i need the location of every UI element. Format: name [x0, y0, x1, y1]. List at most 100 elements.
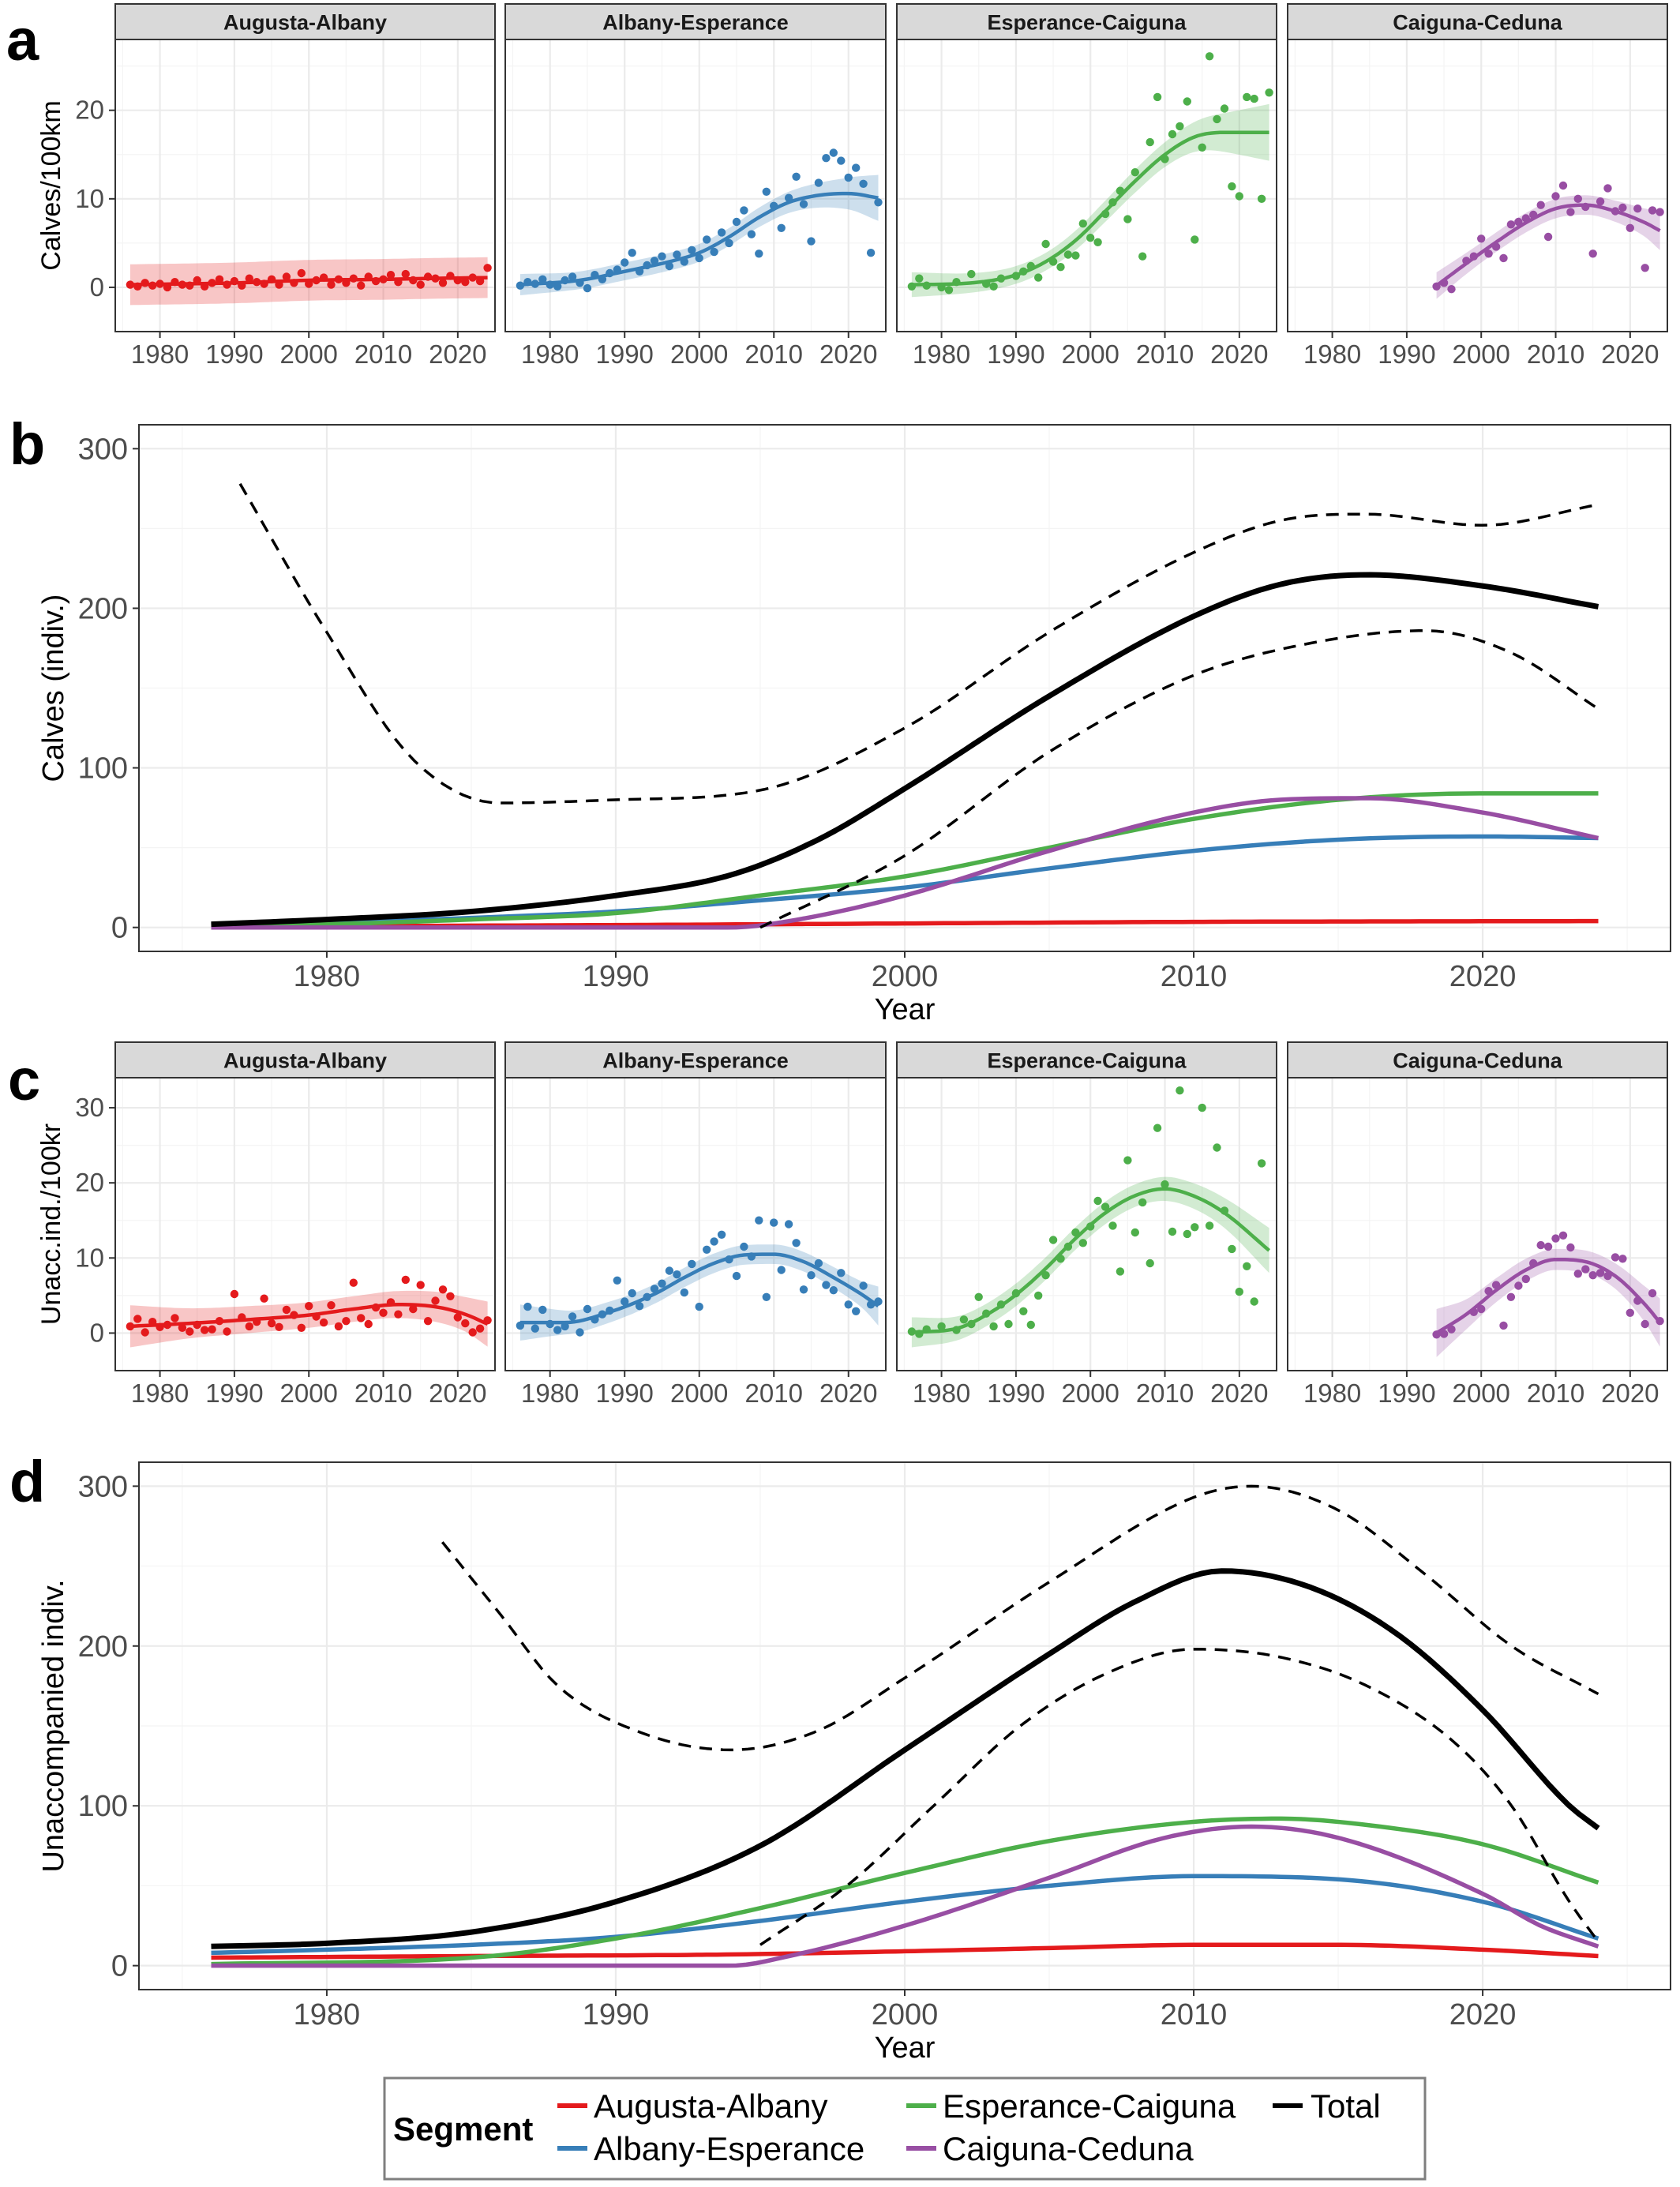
panel-a-facet-albany-esperance-point-2023	[866, 249, 876, 257]
panel-c-facet-caiguna-ceduna-strip-label: Caiguna-Ceduna	[1393, 1049, 1562, 1073]
panel-c-facet-albany-esperance-point-1994	[650, 1285, 659, 1293]
panel-a-facet-augusta-albany-strip-label: Augusta-Albany	[223, 11, 387, 35]
panel-c-facet-augusta-albany-point-2013	[401, 1275, 410, 1285]
panel-c-facet-augusta-albany-point-1997	[282, 1305, 291, 1315]
panel-a-facet-caiguna-ceduna-point-2008	[1536, 201, 1545, 209]
panel-d-line-total	[211, 1568, 1600, 1949]
panel-a-facet-albany-esperance-point-2022	[859, 179, 868, 188]
legend-label-augusta-albany: Augusta-Albany	[594, 2088, 828, 2125]
panel-d-x-tick-label-1980: 1980	[294, 1998, 361, 2031]
panel-c-facet-caiguna-ceduna-point-2023	[1648, 1289, 1657, 1298]
panel-a-facet-caiguna-ceduna-x-tick-label-2010: 2010	[1527, 339, 1584, 369]
panel-c-facet-albany-esperance-point-2002	[710, 1237, 718, 1246]
panel-c-facet-albany-esperance-point-1996	[665, 1266, 674, 1275]
panel-a-facet-albany-esperance-point-2000	[695, 253, 703, 263]
panel-c-facet-caiguna-ceduna-point-2014	[1581, 1265, 1590, 1274]
panel-c-facet-caiguna-ceduna-x-tick-label-1980: 1980	[1303, 1379, 1361, 1408]
panel-c-facet-augusta-albany: Augusta-Albany 1980 1990 2000 2010 2020 0 10 20 3…	[75, 1041, 496, 1408]
panel-c-facet-augusta-albany-point-2023	[475, 1324, 485, 1333]
panel-a-facet-albany-esperance-point-1997	[673, 250, 681, 259]
panel-d-y-tick-label-100: 100	[78, 1790, 128, 1823]
panel-letter-c: c	[8, 1047, 40, 1112]
panel-d-x-tick-label-2000: 2000	[872, 1998, 939, 2031]
panel-a-facet-esperance-caiguna-point-2022	[1250, 94, 1258, 103]
panel-a-facet-caiguna-ceduna-point-2021	[1633, 204, 1642, 213]
panel-a-facet-esperance-caiguna-point-1997	[1063, 250, 1073, 259]
panel-a-facet-esperance-caiguna-x-tick-label-2010: 2010	[1136, 339, 1194, 369]
panel-a-facet-caiguna-ceduna-plot-border	[1287, 39, 1668, 332]
panel-c-facet-caiguna-ceduna-point-2004	[1506, 1292, 1516, 1302]
panel-a-facet-esperance-caiguna-point-1984	[967, 269, 976, 279]
panel-a-facet-albany-esperance-point-2019	[837, 156, 846, 165]
panel-c-facet-albany-esperance-plot-border	[504, 1077, 887, 1371]
panel-a-facet-augusta-albany-point-2018	[438, 279, 448, 287]
panel-c-facet-esperance-caiguna-point-1994	[1041, 1271, 1050, 1280]
panel-a-facet-albany-esperance-point-2004	[725, 238, 733, 248]
panel-a-facet-caiguna-ceduna-point-2023	[1648, 206, 1657, 215]
panel-c-facet-augusta-albany-point-1996	[275, 1322, 283, 1332]
panel-a-facet-esperance-caiguna-x-tick-label-2000: 2000	[1062, 339, 1119, 369]
panel-c-facet-caiguna-ceduna-point-2020	[1626, 1308, 1634, 1318]
panel-a-facet-albany-esperance-point-2005	[732, 217, 741, 227]
panel-c-facet-caiguna-ceduna-fit-line	[1435, 1257, 1662, 1335]
panel-a-facet-albany-esperance-plot-border	[504, 39, 887, 332]
panel-a-facet-caiguna-ceduna: Caiguna-Ceduna 1980 1990 2000 2010 2020	[1287, 3, 1668, 369]
panel-a-facet-esperance-caiguna-point-2006	[1131, 168, 1140, 177]
panel-a-facet-albany-esperance-point-2017	[822, 154, 831, 163]
panel-a-facet-esperance-caiguna-point-2011	[1168, 129, 1177, 139]
panel-c-facet-caiguna-ceduna-point-2011	[1558, 1231, 1568, 1240]
panel-c-facet-albany-esperance-point-1998	[680, 1288, 688, 1297]
panel-c-facet-esperance-caiguna-point-2015	[1198, 1103, 1206, 1112]
panel-a-facet-caiguna-ceduna-strip-label: Caiguna-Ceduna	[1393, 11, 1562, 35]
panel-a-facet-albany-esperance-point-2007	[747, 230, 756, 238]
panel-c-facet-augusta-albany-point-2015	[416, 1281, 425, 1289]
panel-a-facet-albany-esperance-point-2021	[852, 163, 861, 172]
panel-a-facet-augusta-albany-x-tick-label-2010: 2010	[354, 339, 412, 369]
panel-a-facet-esperance-caiguna-plot-border	[896, 39, 1277, 332]
panel-c-facet-caiguna-ceduna-x-tick-label-2000: 2000	[1453, 1379, 1510, 1408]
panel-a-facet-albany-esperance-point-1985	[583, 283, 592, 293]
panel-c-facet-albany-esperance-fit-line	[519, 1252, 879, 1325]
panel-a-facet-augusta-albany-y-tick-label-10: 10	[75, 184, 104, 213]
panel-c-facet-augusta-albany-y-tick-label-30: 30	[75, 1093, 104, 1122]
panel-a-facet-augusta-albany: Augusta-Albany 1980 1990 2000 2010 2020 0 10 20	[75, 3, 496, 369]
panel-c-facet-albany-esperance-point-1979	[538, 1305, 547, 1315]
panel-c-facet-albany-esperance-x-tick-label-2010: 2010	[745, 1379, 803, 1408]
panel-a-facet-caiguna-ceduna-point-2009	[1543, 232, 1553, 242]
panel-c-facet-caiguna-ceduna-point-2022	[1641, 1319, 1649, 1329]
panel-a-facet-albany-esperance-point-2015	[807, 237, 816, 246]
panel-c-facet-esperance-caiguna-point-2009	[1153, 1124, 1162, 1132]
panel-a-facet-albany-esperance-strip-label: Albany-Esperance	[602, 11, 789, 35]
panel-d-x-axis-title: Year	[875, 2031, 936, 2065]
panel-letter-b: b	[9, 411, 45, 477]
panel-a-facet-esperance-caiguna-point-2013	[1183, 97, 1192, 106]
panel-a-facet-caiguna-ceduna-point-2000	[1477, 234, 1486, 243]
panel-c-facet-esperance-caiguna-point-1989	[1004, 1319, 1013, 1329]
panel-a-facet-esperance-caiguna-point-2021	[1243, 92, 1251, 102]
panel-c-facet-augusta-albany-point-1977	[133, 1315, 142, 1323]
panel-c-facet-augusta-albany-point-2016	[423, 1317, 433, 1326]
panel-c-facet-augusta-albany-point-2022	[468, 1328, 477, 1337]
panel-c-facet-caiguna-ceduna-point-2018	[1611, 1253, 1620, 1262]
panel-c-facet-albany-esperance-point-2006	[740, 1242, 748, 1251]
panel-c-facet-esperance-caiguna-point-2006	[1131, 1228, 1140, 1237]
panel-a-facet-caiguna-ceduna-x-tick-label-1980: 1980	[1303, 339, 1361, 369]
panel-c-facet-albany-esperance-point-2022	[859, 1281, 868, 1290]
panel-a-facet-esperance-caiguna-point-2008	[1146, 137, 1154, 147]
panel-a-facet-caiguna-ceduna-point-2003	[1499, 253, 1508, 263]
panel-a-facet-caiguna-ceduna-point-2011	[1558, 181, 1568, 190]
panel-b-y-tick-label-200: 200	[78, 592, 128, 625]
panel-c-facet-augusta-albany-strip-label: Augusta-Albany	[223, 1049, 387, 1073]
panel-d-x-tick-label-2010: 2010	[1161, 1998, 1228, 2031]
panel-c-facet-esperance-caiguna-x-tick-label-2000: 2000	[1062, 1379, 1119, 1408]
panel-c-facet-augusta-albany-point-2005	[342, 1317, 351, 1326]
legend-box	[383, 2076, 1427, 2181]
legend-label-esperance-caiguna: Esperance-Caiguna	[943, 2088, 1236, 2125]
panel-c-facet-caiguna-ceduna-point-2013	[1573, 1270, 1583, 1278]
panel-c-facet-caiguna-ceduna-x-tick-label-2020: 2020	[1601, 1379, 1659, 1408]
panel-a-facet-caiguna-ceduna-point-2004	[1506, 220, 1516, 229]
panel-a-facet-caiguna-ceduna-point-2013	[1573, 194, 1583, 203]
panel-c-facet-augusta-albany-point-2018	[438, 1285, 448, 1294]
panel-c-facet-augusta-albany-point-2004	[334, 1322, 343, 1331]
